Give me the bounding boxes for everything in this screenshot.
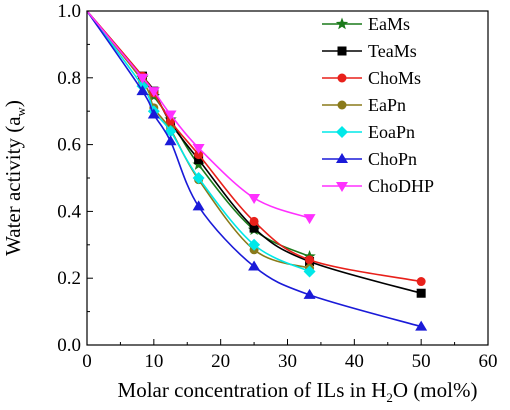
data-point (248, 238, 261, 251)
legend-item: TeaMs (322, 41, 417, 61)
legend-item: ChoPn (322, 149, 417, 169)
data-point (192, 172, 205, 184)
data-point (416, 288, 426, 298)
y-tick-label: 1.0 (57, 1, 81, 22)
data-point (192, 143, 205, 154)
x-tick-label: 30 (278, 351, 297, 372)
legend-marker (337, 73, 347, 83)
data-point (415, 320, 428, 331)
x-axis-title-tail: O (mol%) (393, 378, 478, 402)
series-eams (86, 10, 316, 262)
data-point (303, 214, 316, 225)
x-tick-label: 20 (211, 351, 230, 372)
y-axis-title-sub: w (13, 106, 28, 116)
x-axis-title: Molar concentration of ILs in H2O (mol%) (118, 378, 478, 405)
data-point (416, 277, 426, 287)
y-axis-title-main: Water activity (a (1, 116, 25, 256)
data-point (136, 73, 149, 84)
legend-label: ChoDHP (368, 176, 434, 196)
legend-label: EaPn (368, 95, 406, 115)
series-line (86, 10, 310, 258)
x-tick-label: 60 (479, 351, 498, 372)
legend-label: EoaPn (368, 122, 415, 142)
legend-item: EoaPn (322, 122, 415, 142)
legend-item: EaMs (322, 14, 410, 34)
data-point (303, 265, 316, 278)
data-point (249, 223, 259, 233)
legend-marker (337, 46, 347, 56)
data-point (147, 108, 160, 119)
legend-marker (335, 17, 349, 30)
legend: EaMs TeaMs ChoMs EaPn EoaPn ChoPn ChoDHP (322, 14, 434, 196)
legend-label: ChoMs (368, 68, 421, 88)
y-tick-label: 0.8 (57, 68, 81, 89)
data-point (147, 87, 160, 98)
legend-marker (337, 100, 347, 110)
legend-label: ChoPn (368, 149, 417, 169)
legend-marker (336, 182, 348, 192)
y-tick-label: 0.6 (57, 135, 81, 156)
x-tick-label: 40 (345, 351, 364, 372)
y-tick-label: 0.4 (57, 201, 81, 222)
data-point (305, 255, 315, 265)
legend-item: EaPn (322, 95, 406, 115)
x-axis-title-sub: 2 (386, 390, 393, 405)
series-chodhp (86, 10, 316, 225)
data-point (194, 155, 204, 165)
data-point (194, 150, 204, 160)
data-point (166, 116, 176, 126)
legend-marker (336, 153, 348, 163)
x-axis-title-main: Molar concentration of ILs in H (118, 378, 387, 402)
x-tick-label: 10 (144, 351, 163, 372)
legend-marker (336, 126, 348, 138)
legend-item: ChoDHP (322, 176, 434, 196)
data-point (192, 200, 205, 211)
x-tick-label: 0 (82, 351, 92, 372)
y-tick-label: 0.2 (57, 268, 81, 289)
data-point (164, 135, 177, 146)
data-point (249, 216, 259, 226)
data-point (248, 194, 261, 205)
y-axis-title-tail: ) (1, 100, 25, 107)
series-chopn (86, 10, 428, 331)
axis-ticks: 0 10 20 30 40 50 60 0.0 0.2 0.4 0.6 0.8 1.0 (57, 1, 497, 372)
data-point (303, 288, 316, 299)
plot-area (86, 10, 428, 331)
y-tick-label: 0.0 (57, 335, 81, 356)
series-line (86, 10, 310, 219)
data-point (164, 110, 177, 121)
legend-label: EaMs (368, 14, 410, 34)
series-eoapn (86, 10, 316, 278)
legend-label: TeaMs (368, 41, 417, 61)
data-point (248, 260, 261, 271)
data-point (136, 85, 149, 96)
x-tick-label: 50 (412, 351, 431, 372)
y-axis-title: Water activity (aw) (1, 100, 28, 256)
legend-item: ChoMs (322, 68, 421, 88)
